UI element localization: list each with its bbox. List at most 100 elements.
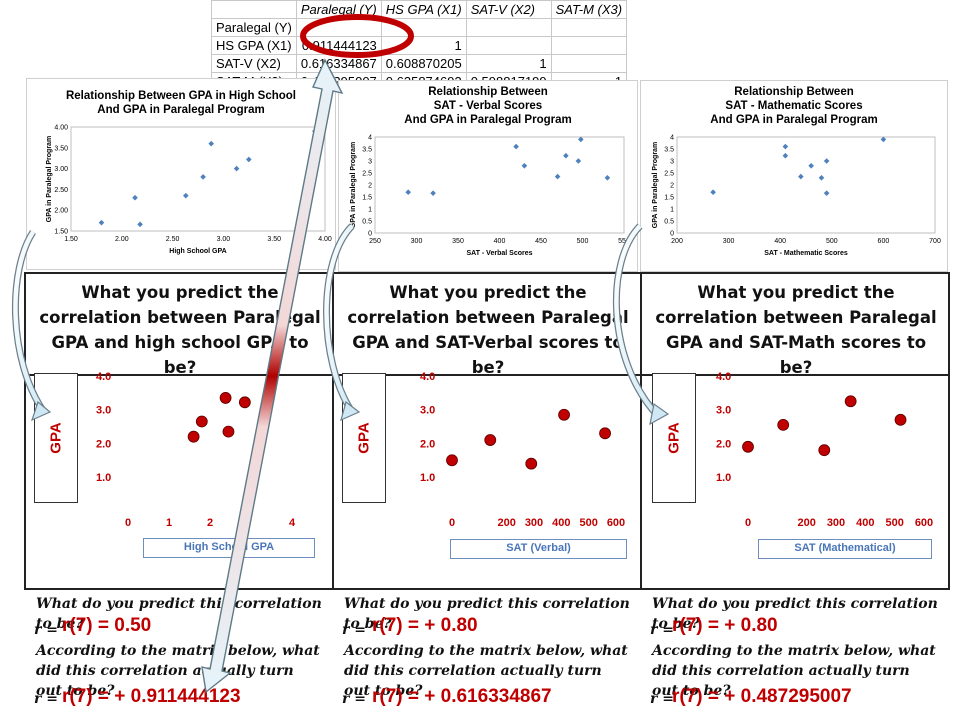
y-tick-label: 4.0 [420,371,435,383]
data-point [525,457,538,470]
x-tick-label: 3.50 [267,236,281,243]
predict-question: What do you predict this correlation to … [344,596,630,632]
x-axis-label: High School GPA [183,541,275,553]
matrix-cell: 0.616334867 [295,54,382,73]
data-point [742,440,754,453]
x-tick-label: 300 [411,238,423,245]
data-point [200,174,206,180]
data-point [558,408,570,421]
r-prefix: r = [650,622,674,638]
x-tick-label: 550 [618,238,630,245]
gpa-label-box: GPA [34,373,78,503]
y-tick-label: 1 [670,207,674,214]
data-point [98,219,105,226]
data-point [823,158,830,164]
matrix-cell: 0.608870205 [380,54,467,73]
predicted-scatter-sat-math: 1.0 2.0 3.0 4.0 0 200 300 400 500 600 [716,371,933,529]
x-tick-label: 700 [929,238,941,245]
x-tick-label: 4.00 [318,236,332,243]
x-tick-label: 600 [607,517,625,529]
matrix-row: SAT-V (X2) 0.616334867 0.608870205 1 [211,54,628,73]
y-tick-label: 0 [670,231,674,238]
x-tick-label: 2.50 [166,236,180,243]
data-point [183,192,189,199]
x-tick-label: 250 [369,238,381,245]
data-point [521,163,528,169]
y-tick-label: 1.50 [54,229,68,236]
y-tick-label: 2.0 [716,438,731,450]
data-point [894,413,907,426]
gpa-label-box: GPA [652,373,696,503]
predicted-r: r(7) = + 0.80 [672,615,778,636]
x-tick-label: 300 [723,238,735,245]
data-point [312,128,318,134]
x-axis-label: SAT (Verbal) [506,542,571,554]
x-tick-label: 1 [166,517,172,529]
x-tick-label: 400 [856,517,874,529]
matrix-row-header: SAT-V (X2) [211,54,297,73]
y-tick-label: 4.0 [96,371,111,383]
y-tick-label: 1.5 [362,195,372,202]
y-tick-label: 2 [670,183,674,190]
y-tick-label: 2.50 [54,187,68,194]
y-tick-label: 4.00 [54,125,68,132]
y-tick-label: 3.5 [664,147,674,154]
predicted-r: r(7) = 0.50 [62,615,152,636]
chart-title: Relationship Between [734,86,854,98]
y-tick-label: 2.5 [362,171,372,178]
matrix-cell: 1 [380,36,467,55]
gpa-label: GPA [47,422,65,454]
chart-title: SAT - Mathematic Scores [725,100,862,112]
matrix-row-header: Paralegal (Y) [211,18,297,37]
x-tick-label: 400 [552,517,570,529]
matrix-row: Paralegal (Y) [211,18,628,37]
matrix-col-header: SAT-M (X3) [550,0,628,19]
r-prefix: r = [342,691,366,707]
x-axis-label-box: High School GPA [143,538,315,558]
data-point [604,175,611,181]
plot-area [374,136,625,234]
y-tick-label: 1.5 [664,195,674,202]
x-tick-label: 2 [207,517,213,529]
matrix-cell [550,36,628,55]
matrix-question: According to the matrix below, what did … [652,643,936,699]
data-point [798,173,804,180]
chart-title: And GPA in Paralegal Program [404,114,571,126]
y-tick-label: 1.0 [420,472,435,484]
x-tick-label: 3.00 [217,236,231,243]
data-point [222,425,235,438]
y-tick-label: 3 [670,159,674,166]
x-tick-label: 400 [774,238,786,245]
data-point [710,189,716,195]
y-axis-label: GPA in Paralegal Program [652,142,659,228]
x-axis-label: SAT (Mathematical) [794,542,896,554]
y-tick-label: 2.00 [54,208,68,215]
data-point [132,194,138,201]
x-tick-label: 200 [797,517,815,529]
matrix-col-header: Paralegal (Y) [295,0,382,19]
r-prefix: r = [34,622,58,638]
y-tick-label: 1.0 [716,472,731,484]
matrix-cell: 1 [465,54,552,73]
matrix-col-header: HS GPA (X1) [380,0,467,19]
data-point [195,415,208,428]
x-tick-label: 0 [449,517,455,529]
question-text: What you predict the correlation between… [347,283,629,377]
chart-title: SAT - Verbal Scores [434,100,542,112]
matrix-cell: 0.911444123 [295,36,382,55]
x-tick-label: 2.00 [115,236,129,243]
r-prefix: r = [650,691,674,707]
data-point [484,434,497,446]
matrix-row: HS GPA (X1) 0.911444123 1 [211,36,628,55]
data-point [818,444,831,457]
matrix-question: According to the matrix below, what did … [344,643,628,699]
y-tick-label: 3.50 [54,145,68,152]
x-tick-label: 500 [826,238,838,245]
data-point [599,427,611,440]
data-point [137,221,143,228]
x-tick-label: 200 [497,517,515,529]
y-tick-label: 1.0 [96,472,111,484]
y-tick-label: 4 [670,135,674,142]
data-point [238,396,251,409]
data-point [233,165,240,172]
